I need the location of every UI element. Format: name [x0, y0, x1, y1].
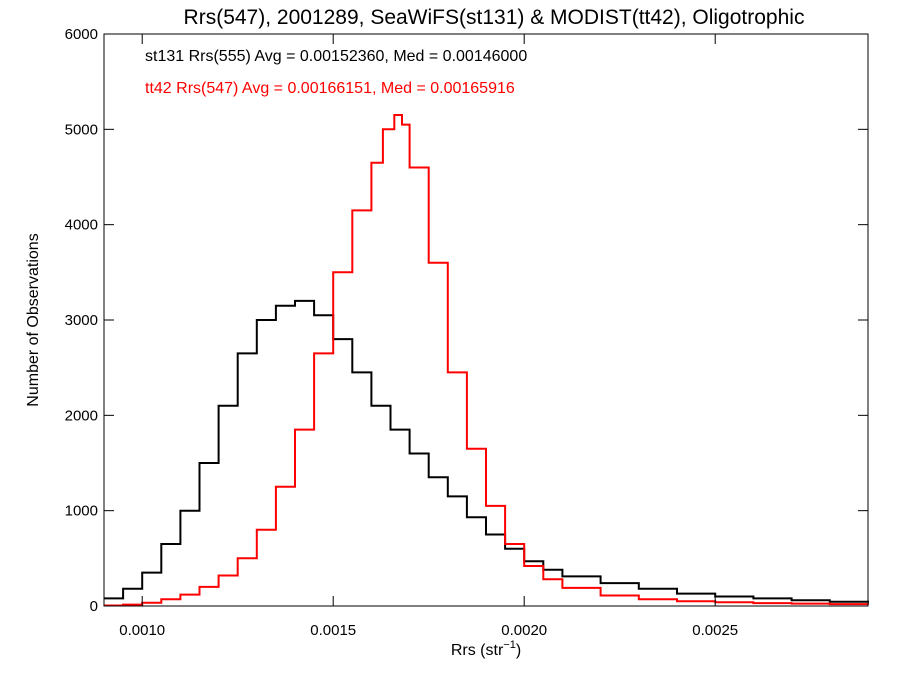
x-axis-label-close: ): [516, 642, 521, 659]
y-tick-label: 0: [90, 598, 98, 615]
y-tick-label: 3000: [65, 312, 98, 329]
series-group: [104, 114, 869, 607]
series-line-0: [104, 299, 869, 603]
x-tick-label: 0.0025: [692, 622, 738, 639]
y-tick-label: 2000: [65, 407, 98, 424]
y-tick-label: 4000: [65, 217, 98, 234]
x-tick-label: 0.0020: [501, 622, 547, 639]
y-tick-label: 6000: [65, 26, 98, 43]
x-axis-label-main: Rrs (str: [451, 642, 504, 659]
x-tick-label: 0.0010: [119, 622, 165, 639]
x-axis-label: Rrs (str−1): [451, 639, 521, 659]
chart-title: Rrs(547), 2001289, SeaWiFS(st131) & MODI…: [184, 6, 805, 29]
x-tick-label: 0.0015: [310, 622, 356, 639]
series-line-1: [104, 114, 869, 607]
x-axis-label-sup: −1: [503, 639, 516, 651]
ticks-group: 0.0010 0.0015 0.0020 0.0025 0 1000 2000 3000 400…: [65, 26, 868, 639]
y-tick-label: 1000: [65, 503, 98, 520]
y-axis-label: Number of Observations: [25, 233, 42, 406]
y-tick-label: 5000: [65, 121, 98, 138]
annotation-st131: st131 Rrs(555) Avg = 0.00152360, Med = 0…: [145, 48, 527, 65]
annotation-tt42: tt42 Rrs(547) Avg = 0.00166151, Med = 0.…: [145, 80, 515, 97]
